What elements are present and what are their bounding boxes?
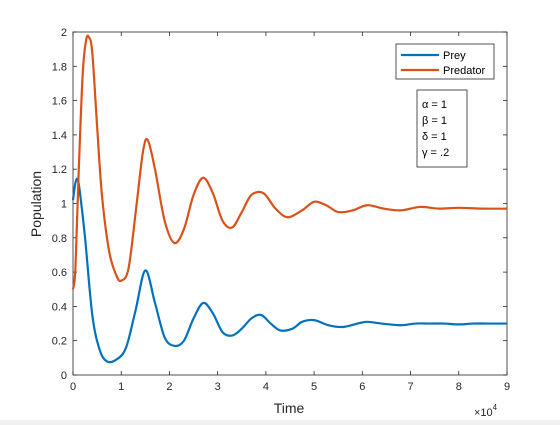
legend-label-prey: Prey bbox=[443, 50, 466, 62]
x-tick-label: 2 bbox=[166, 381, 172, 393]
plot-area bbox=[72, 31, 508, 376]
annotation-delta: δ = 1 bbox=[422, 131, 447, 143]
y-tick-label: 1.8 bbox=[52, 61, 67, 73]
x-axis-exponent-label: ×104 bbox=[474, 403, 498, 419]
x-axis-label: Time bbox=[274, 400, 305, 416]
series-line-predator bbox=[71, 34, 508, 290]
legend-label-predator: Predator bbox=[443, 65, 486, 77]
y-tick-label: 0.2 bbox=[52, 336, 67, 348]
series-lines bbox=[71, 34, 508, 364]
x-tick-label: 3 bbox=[215, 381, 221, 393]
y-tick-label: 0.8 bbox=[52, 233, 67, 245]
x-tick-label: 1 bbox=[118, 381, 124, 393]
legend-box bbox=[395, 43, 495, 80]
x-tick-label: 8 bbox=[456, 381, 462, 393]
y-tick-label: 1.4 bbox=[52, 130, 67, 142]
annotation-alpha: α = 1 bbox=[422, 99, 447, 111]
y-tick-label: 0.6 bbox=[52, 267, 67, 279]
x-axis-exponent-power: 4 bbox=[493, 403, 498, 412]
y-tick-label: 1.2 bbox=[52, 164, 67, 176]
x-axis-exponent-base: ×10 bbox=[474, 407, 493, 419]
y-axis-ticks: 0 0.2 0.4 0.6 0.8 1 1.2 1.4 1.6 1.8 2 bbox=[52, 27, 507, 382]
y-tick-label: 1.6 bbox=[52, 96, 67, 108]
legend: Prey Predator bbox=[395, 43, 495, 80]
annotation-beta: β = 1 bbox=[422, 115, 447, 127]
x-axis-ticks: 0 1 2 3 4 5 6 7 8 9 bbox=[70, 32, 510, 393]
x-tick-label: 4 bbox=[263, 381, 269, 393]
parameter-annotation: α = 1 β = 1 δ = 1 γ = .2 bbox=[416, 89, 468, 168]
y-tick-label: 2 bbox=[61, 27, 67, 39]
y-tick-label: 1 bbox=[61, 199, 67, 211]
y-axis-label: Population bbox=[28, 171, 44, 237]
y-tick-label: 0.4 bbox=[52, 301, 67, 313]
annotation-gamma: γ = .2 bbox=[422, 147, 449, 159]
x-tick-label: 9 bbox=[504, 381, 510, 393]
series-line-prey bbox=[71, 177, 507, 364]
x-tick-label: 6 bbox=[359, 381, 365, 393]
x-tick-label: 5 bbox=[311, 381, 317, 393]
y-tick-label: 0 bbox=[61, 370, 67, 382]
annotation-box bbox=[416, 89, 468, 168]
x-tick-label: 7 bbox=[407, 381, 413, 393]
axes-frame bbox=[72, 31, 508, 376]
x-tick-label: 0 bbox=[70, 381, 76, 393]
